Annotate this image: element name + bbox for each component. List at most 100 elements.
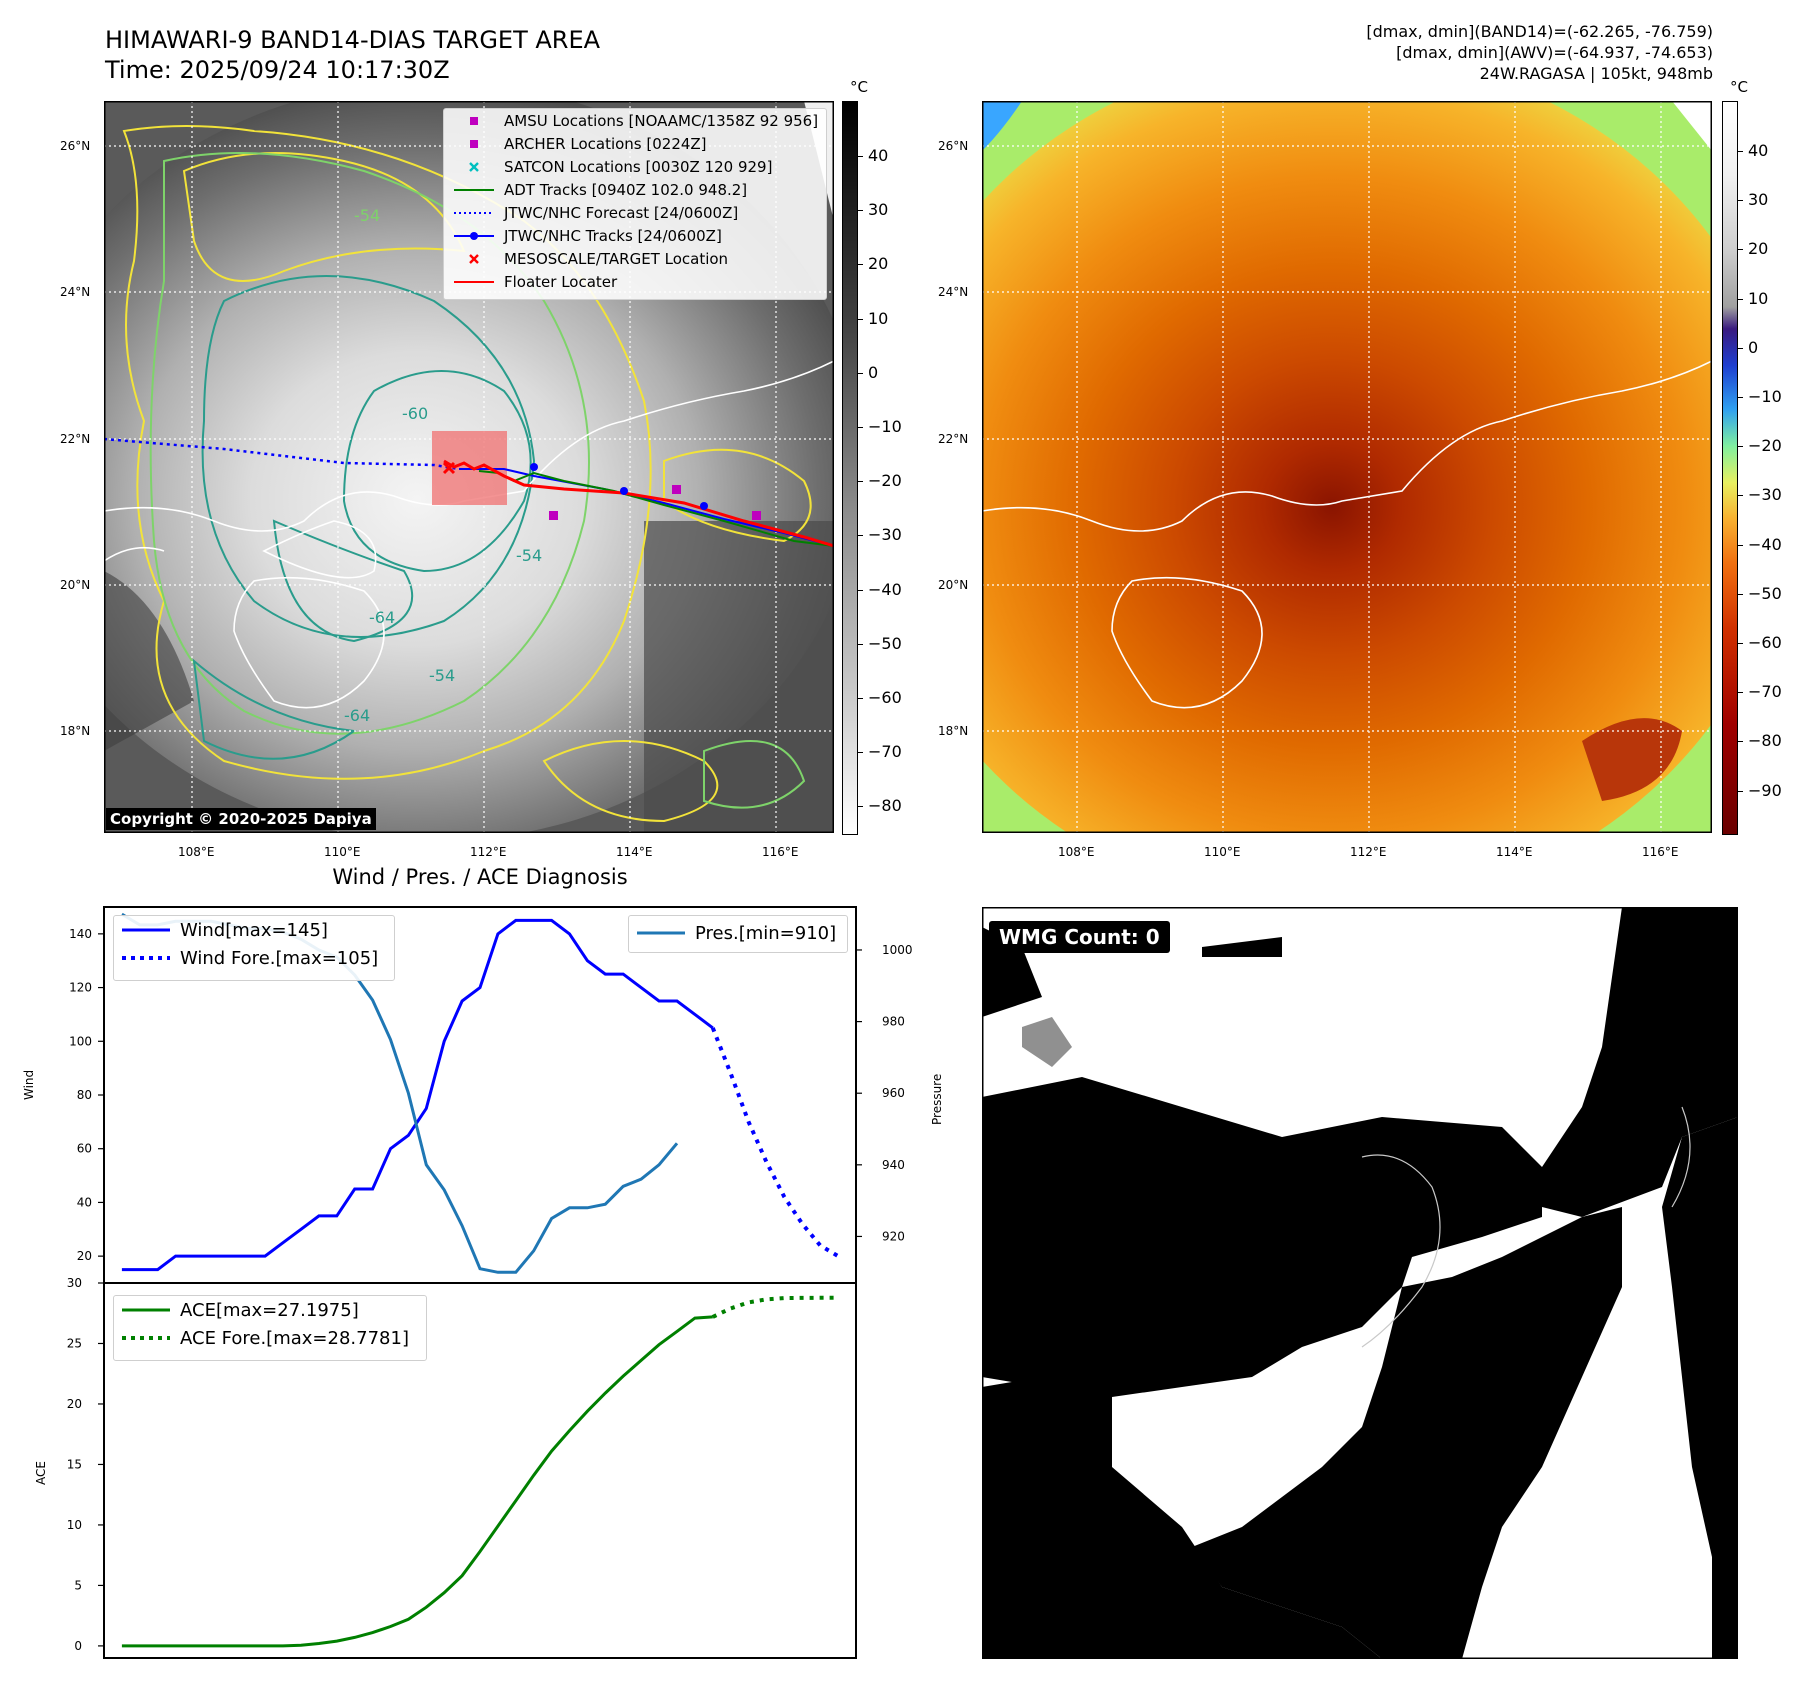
ace-tick-label: 15 (67, 1457, 82, 1471)
colorbar-tick-label: −20 (868, 471, 902, 491)
colorbar-tick-mark (1738, 790, 1743, 792)
colorbar-tick-label: −10 (1748, 387, 1782, 406)
colorbar-tick-mark (858, 210, 863, 212)
ace-tick-label: 25 (67, 1336, 82, 1350)
lon-tick: 112°E (1350, 845, 1387, 859)
lon-tick: 108°E (178, 845, 215, 859)
legend-symbol-icon (454, 159, 494, 175)
lat-tick: 18°N (938, 724, 969, 738)
colorbar-tick-mark (1738, 298, 1743, 300)
colorbar-tick-label: 30 (1748, 190, 1769, 210)
colorbar-tick-mark (1738, 544, 1743, 546)
colorbar-tick-mark (858, 535, 863, 537)
colorbar-tick-label: −40 (1748, 534, 1782, 554)
colorbar-tick-label: −40 (868, 579, 902, 599)
legend-symbol-icon (454, 205, 494, 221)
legend-entry: Floater Locater (444, 270, 826, 293)
colorbar-tick-label: 30 (868, 200, 889, 220)
lon-tick: 116°E (1642, 845, 1679, 859)
lon-tick: 110°E (324, 845, 361, 859)
wind-tick-label: 140 (69, 927, 92, 941)
colorbar-tick-mark (1738, 397, 1743, 398)
colorbar-tick-mark (858, 806, 863, 808)
contour-label: -54 (516, 546, 542, 565)
legend-entry: MESOSCALE/TARGET Location (444, 247, 826, 270)
colorbar-tick-mark (1738, 643, 1743, 644)
legend-label: ADT Tracks [0940Z 102.0 948.2] (504, 180, 748, 199)
colorbar-tick-mark (1738, 151, 1743, 152)
chart-title: HIMAWARI-9 BAND14-DIAS TARGET AREA (105, 26, 601, 54)
ace-legend: ACE[max=27.1975] ACE Fore.[max=28.7781] (113, 1295, 427, 1361)
legend-ace: ACE[max=27.1975] (180, 1299, 359, 1321)
colorbar-tick-label: −80 (1748, 731, 1782, 751)
lat-tick: 20°N (938, 578, 969, 592)
legend-symbol-icon (454, 182, 494, 198)
map-legend: AMSU Locations [NOAAMC/1358Z 92 956] ARCH… (443, 108, 827, 300)
colorbar-tick-mark (858, 318, 863, 320)
ace-tick-label: 10 (67, 1518, 82, 1532)
lon-tick: 114°E (1496, 845, 1533, 859)
pressure-legend: Pres.[min=910] (628, 915, 848, 953)
wind-tick-label: 20 (77, 1249, 92, 1263)
legend-label: JTWC/NHC Forecast [24/0600Z] (504, 203, 739, 222)
ace-ylabel: ACE (34, 1461, 48, 1485)
contour-label: -54 (354, 206, 380, 225)
colorbar-tick-mark (1738, 692, 1743, 694)
pressure-tick-label: 920 (882, 1229, 905, 1243)
colorbar-tick-mark (1738, 446, 1743, 448)
legend-entry: AMSU Locations [NOAAMC/1358Z 92 956] (444, 109, 826, 132)
contour-label: -64 (369, 608, 395, 627)
colorbar-unit: °C (850, 78, 868, 96)
lat-tick: 26°N (60, 139, 91, 153)
storm-info: 24W.RAGASA | 105kt, 948mb (1479, 64, 1713, 83)
legend-label: Floater Locater (504, 272, 618, 291)
wind-tick-label: 120 (69, 981, 92, 995)
lat-tick: 24°N (938, 285, 969, 299)
diagnosis-title: Wind / Pres. / ACE Diagnosis (332, 865, 628, 889)
colorbar-tick-label: 20 (1748, 239, 1769, 259)
ace-tick-label: 20 (67, 1397, 82, 1411)
legend-wind: Wind[max=145] (180, 919, 328, 941)
pressure-tick-label: 1000 (882, 943, 913, 957)
pressure-tick-label: 940 (882, 1158, 905, 1172)
wmg-panel (982, 907, 1738, 1659)
colorbar-tick-mark (858, 643, 863, 645)
dmax-awv: [dmax, dmin](AWV)=(-64.937, -74.653) (1396, 43, 1713, 62)
lon-tick: 110°E (1204, 845, 1241, 859)
colorbar-tick-mark (858, 372, 863, 374)
colorbar-tick-mark (1738, 593, 1743, 595)
ace-forecast-line (711, 1295, 839, 1319)
colorbar-tick-label: 20 (868, 254, 889, 274)
legend-label: JTWC/NHC Tracks [24/0600Z] (504, 226, 722, 245)
colorbar-tick-label: 0 (1748, 337, 1759, 357)
wind-legend: Wind[max=145] Wind Fore.[max=105] (113, 915, 395, 981)
ace-line (121, 1315, 713, 1648)
legend-symbol-icon (454, 274, 494, 290)
wind-tick-label: 40 (77, 1195, 92, 1209)
wind-line (121, 918, 714, 1272)
colorbar-tick-mark (858, 481, 863, 483)
legend-entry: SATCON Locations [0030Z 120 929] (444, 155, 826, 178)
colorbar-tick-mark (1738, 200, 1743, 202)
colorbar-tick-label: −10 (868, 417, 902, 436)
ace-tick-label: 30 (67, 1276, 82, 1290)
colorbar-tick-label: 40 (1748, 141, 1769, 160)
colorbar-tick-label: 0 (868, 362, 879, 382)
chart-time: Time: 2025/09/24 10:17:30Z (105, 56, 450, 84)
colorbar-tick-label: −30 (868, 525, 902, 545)
contour-label: -54 (429, 666, 455, 685)
colorbar-tick-mark (1738, 741, 1743, 743)
contour-label: -64 (344, 706, 370, 725)
colorbar-tick-label: −60 (868, 688, 902, 707)
legend-label: MESOSCALE/TARGET Location (504, 249, 729, 268)
wind-ylabel: Wind (22, 1069, 36, 1100)
lon-tick: 116°E (762, 845, 799, 859)
colorbar-gray (842, 101, 858, 835)
wind-tick-label: 80 (77, 1088, 92, 1102)
legend-entry: ARCHER Locations [0224Z] (444, 132, 826, 155)
legend-entry: ADT Tracks [0940Z 102.0 948.2] (444, 178, 826, 201)
colorbar-tick-mark (858, 589, 863, 591)
legend-symbol-icon (454, 228, 494, 244)
legend-label: SATCON Locations [0030Z 120 929] (504, 157, 773, 176)
dmax-band14: [dmax, dmin](BAND14)=(-62.265, -76.759) (1366, 22, 1713, 41)
